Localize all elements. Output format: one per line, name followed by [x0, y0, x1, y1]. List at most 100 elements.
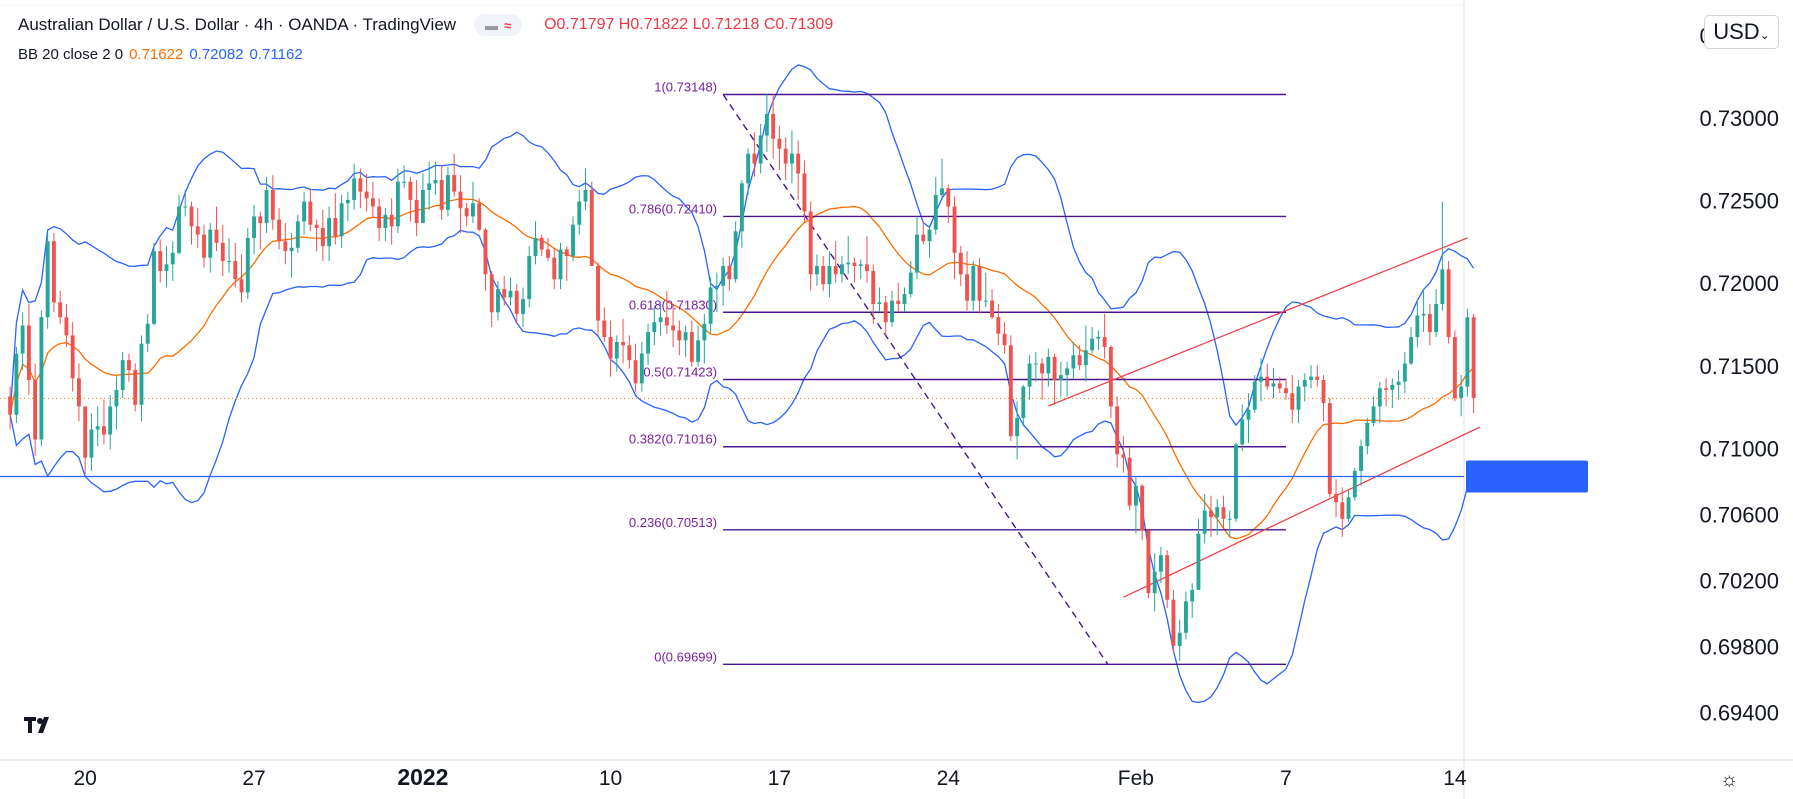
candle-body	[783, 148, 788, 164]
candle-body	[965, 274, 969, 301]
indicator-badge[interactable]: ▬ ≈	[474, 14, 523, 36]
candle-body	[108, 406, 113, 435]
candle-body	[1071, 355, 1076, 369]
candle-body	[683, 332, 688, 341]
candle-body	[302, 201, 307, 222]
bollinger-lower-line	[9, 229, 1475, 704]
candle-body	[996, 317, 1001, 334]
fib-level-label: 0.5(0.71423)	[643, 365, 717, 380]
price-lines	[0, 397, 1464, 478]
candle-body	[677, 330, 682, 341]
candle-body	[283, 241, 288, 252]
candle-body	[264, 190, 269, 224]
candle-body	[639, 353, 644, 384]
candle-body	[76, 378, 81, 407]
candle-body	[89, 429, 94, 458]
candle-body	[1052, 356, 1057, 380]
fib-level-label: 0(0.69699)	[654, 649, 717, 664]
candle-body	[33, 380, 38, 440]
candle-body	[1065, 368, 1070, 376]
indicator-legend[interactable]: BB 20 close 2 0 0.71622 0.72082 0.71162	[18, 46, 303, 63]
gear-icon[interactable]: ☼	[1720, 769, 1739, 791]
candle-body	[289, 247, 294, 252]
candle-body	[170, 252, 175, 265]
candle-body	[471, 203, 475, 217]
candle-body	[764, 114, 769, 136]
candle-body	[8, 396, 13, 415]
price-axis[interactable]: 0.735000.730000.725000.720000.715000.710…	[1466, 23, 1779, 726]
candle-body	[133, 370, 138, 405]
candle-body	[871, 270, 876, 304]
candle-body	[833, 266, 838, 275]
time-axis[interactable]: 20 27 2022 10 17 24 Feb 7 14	[73, 764, 1466, 790]
candle-body	[258, 216, 263, 224]
candle-body	[127, 360, 131, 371]
candle-body	[51, 241, 56, 303]
candle-body	[1177, 632, 1182, 646]
fib-level-label: 0.382(0.71016)	[629, 432, 717, 447]
candle-body	[489, 274, 494, 313]
candle-body	[696, 340, 701, 362]
price-tick-label: 0.69800	[1699, 635, 1779, 660]
candle-body	[252, 216, 256, 238]
candle-body	[139, 343, 144, 405]
candle-body	[483, 229, 488, 275]
candle-body	[1315, 376, 1320, 380]
candle-body	[364, 191, 369, 199]
candle-body	[502, 289, 507, 298]
candle-body	[202, 234, 206, 258]
price-tick-label: 0.71500	[1699, 354, 1779, 379]
candle-body	[1359, 446, 1363, 471]
price-tick-label: 0.70200	[1699, 569, 1779, 594]
candle-body	[1384, 388, 1389, 390]
candle-body	[721, 266, 726, 286]
candle-body	[1202, 510, 1207, 534]
support-price-label: 0.70836	[1699, 464, 1779, 489]
candle-body	[227, 261, 231, 263]
candle-body	[852, 262, 857, 266]
candle-body	[952, 206, 957, 253]
candlestick-series	[8, 94, 1476, 661]
candle-body	[602, 320, 607, 338]
candle-body	[627, 345, 632, 361]
candle-body	[327, 218, 332, 247]
candle-body	[1152, 571, 1157, 594]
candle-body	[164, 264, 169, 271]
candle-body	[746, 153, 751, 184]
candle-body	[1015, 418, 1020, 437]
candle-body	[883, 302, 888, 323]
candle-body	[208, 229, 213, 258]
tradingview-logo-icon[interactable]	[22, 712, 56, 738]
candle-body	[702, 323, 707, 341]
symbol-title[interactable]: Australian Dollar / U.S. Dollar · 4h · O…	[18, 15, 457, 34]
candle-body	[1140, 485, 1145, 531]
candle-body	[846, 262, 851, 265]
bb-lower-value: 0.71162	[249, 46, 303, 63]
candle-body	[596, 266, 600, 321]
candle-body	[64, 317, 69, 336]
candle-body	[464, 208, 469, 217]
candle-body	[652, 322, 657, 333]
candle-body	[14, 353, 19, 415]
candle-body	[1127, 457, 1132, 506]
price-channel[interactable]	[1048, 237, 1481, 598]
candle-body	[877, 302, 882, 304]
candle-body	[408, 181, 413, 200]
candle-body	[1309, 376, 1313, 380]
candle-body	[195, 226, 200, 235]
candle-body	[1302, 380, 1307, 387]
candle-body	[1102, 337, 1107, 347]
candle-body	[427, 183, 432, 190]
time-tick-label: 14	[1443, 767, 1467, 790]
candle-body	[808, 211, 813, 275]
currency-selector[interactable]: USD⌄	[1704, 15, 1779, 49]
price-tick-label: 0.70600	[1699, 502, 1779, 527]
candle-body	[1415, 315, 1420, 338]
candle-body	[1296, 386, 1301, 410]
candle-body	[1002, 333, 1007, 346]
candle-body	[1390, 384, 1395, 390]
candle-body	[1290, 393, 1295, 410]
candle-body	[1327, 403, 1332, 494]
channel-lower-line	[1123, 426, 1481, 598]
